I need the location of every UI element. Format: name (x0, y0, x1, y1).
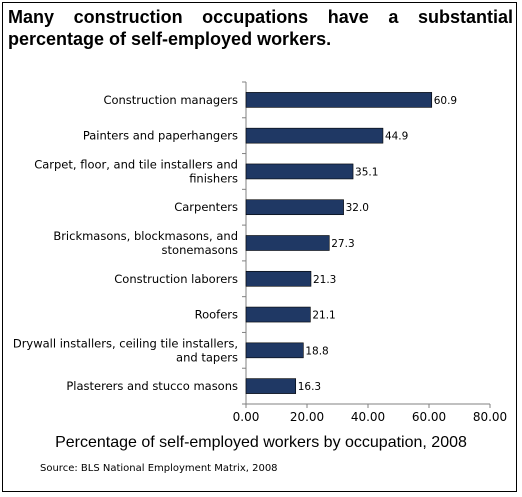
x-tick-label: 40.00 (351, 410, 385, 424)
bar (245, 199, 344, 216)
category-label: Roofers (195, 308, 238, 322)
value-label: 27.3 (331, 238, 354, 250)
value-label: 18.8 (305, 345, 328, 357)
bar (245, 127, 384, 144)
value-label: 16.3 (298, 381, 321, 393)
category-label: Painters and paperhangers (83, 129, 238, 143)
value-label: 60.9 (434, 95, 457, 107)
x-axis-label: Percentage of self-employed workers by o… (55, 434, 467, 451)
bar (245, 342, 304, 359)
bar (245, 92, 433, 108)
category-label: Carpenters (174, 200, 238, 214)
category-label: Carpet, floor, and tile installers and fi… (34, 157, 238, 185)
category-label: Plasterers and stucco masons (66, 379, 238, 393)
bar (245, 270, 312, 287)
x-tick-label: 0.00 (233, 410, 260, 424)
category-label: Construction laborers (114, 272, 238, 286)
x-tick-label: 80.00 (473, 410, 507, 424)
value-label: 44.9 (385, 131, 408, 143)
category-label: Drywall installers, ceiling tile install… (13, 336, 238, 364)
chart-title: Many construction occupations have a sub… (8, 7, 513, 49)
value-label: 35.1 (355, 166, 378, 178)
bar (245, 163, 354, 180)
category-label: Brickmasons, blockmasons, and stonemasons (53, 229, 238, 257)
bar (245, 235, 330, 251)
value-label: 32.0 (346, 202, 369, 214)
value-label: 21.1 (312, 310, 335, 322)
x-tick-label: 60.00 (412, 410, 446, 424)
bar (245, 378, 297, 394)
bar (245, 306, 311, 323)
x-tick-label: 20.00 (290, 410, 324, 424)
source-note: Source: BLS National Employment Matrix, … (40, 463, 278, 474)
value-label: 21.3 (313, 274, 336, 286)
category-label: Construction managers (103, 93, 238, 107)
